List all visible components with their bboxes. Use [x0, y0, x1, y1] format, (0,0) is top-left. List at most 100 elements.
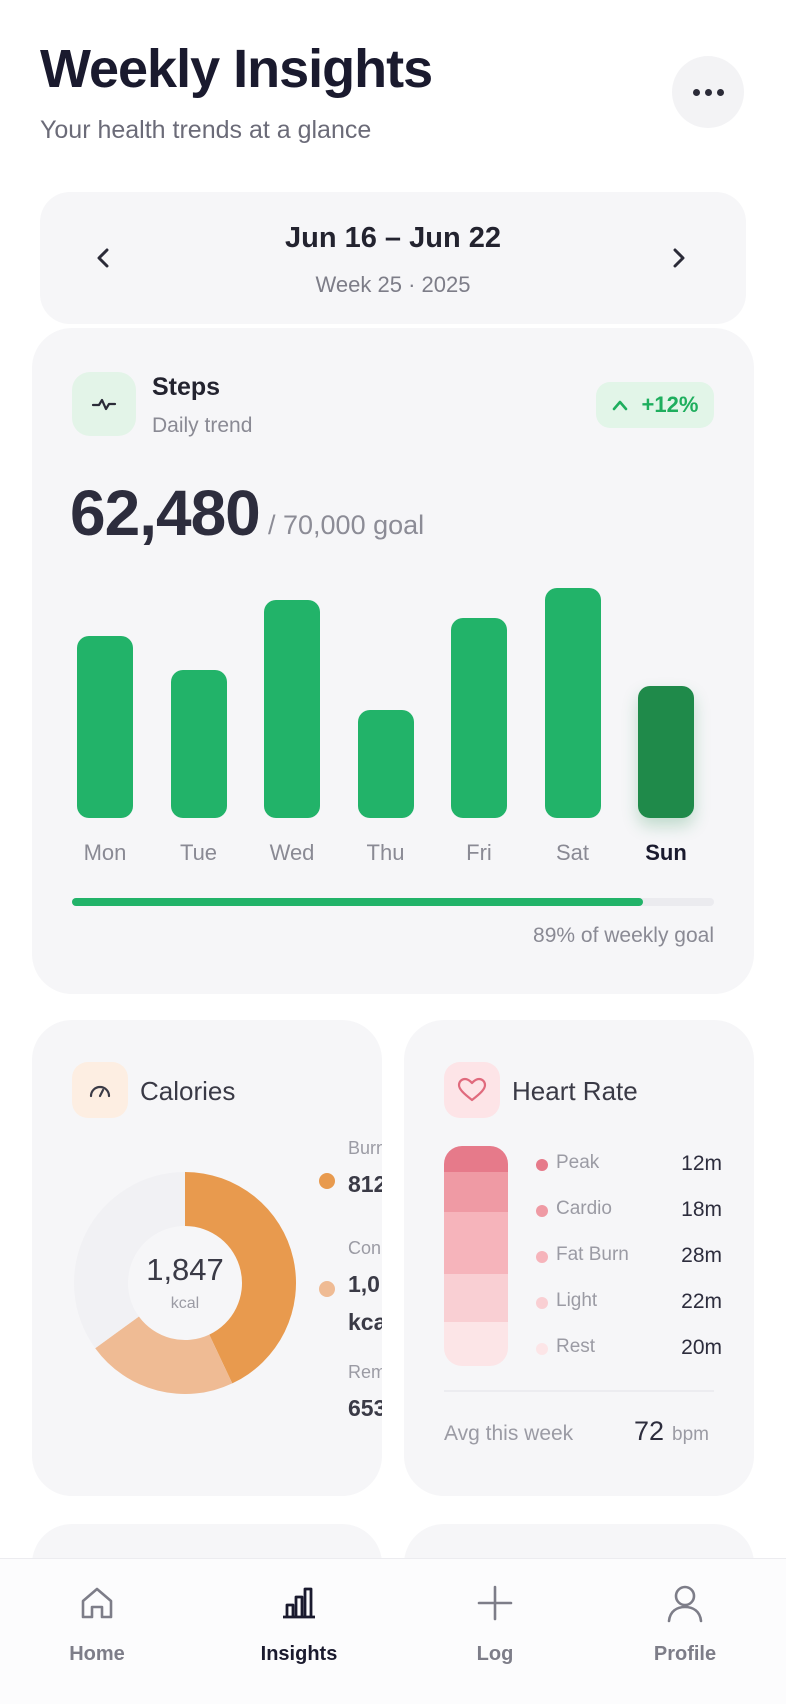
donut-segment — [74, 1172, 185, 1349]
donut-segment — [185, 1172, 296, 1384]
zone-dot — [536, 1251, 548, 1263]
heart-rate-card[interactable]: Heart Rate Peak 12m Cardio 18m Fat Burn 28m Li… — [404, 1020, 754, 1496]
zone-row: Light 22m — [536, 1288, 722, 1318]
day-label-sun: Sun — [645, 840, 687, 865]
divider — [444, 1390, 714, 1392]
zone-dot — [536, 1297, 548, 1309]
legend-value-burn: 812 — [348, 1171, 382, 1197]
zone-row: Rest 20m — [536, 1334, 722, 1364]
tab-label-insights: Insights — [260, 1643, 338, 1665]
zone-time: 18m — [681, 1198, 722, 1221]
person-icon — [667, 1585, 703, 1623]
zone-time: 28m — [681, 1244, 722, 1267]
next-week-button[interactable] — [652, 232, 704, 284]
zone-segment-peak — [444, 1146, 508, 1173]
legend-dot-burn — [319, 1173, 335, 1189]
zone-time: 22m — [681, 1290, 722, 1313]
zone-row: Fat Burn 28m — [536, 1242, 722, 1272]
tab-label-log: Log — [476, 1643, 514, 1665]
page-title: Weekly Insights — [40, 39, 433, 99]
bar-sat[interactable] — [544, 588, 601, 818]
calories-total: 1,847 — [146, 1252, 224, 1287]
week-selector: Jun 16 – Jun 22 Week 25 · 2025 — [40, 192, 746, 324]
home-icon — [81, 1587, 113, 1619]
day-label-sat: Sat — [555, 840, 590, 865]
week-range: Jun 16 – Jun 22 — [285, 222, 501, 254]
zone-segment-light — [444, 1273, 508, 1322]
steps-goal: / 70,000 goal — [268, 510, 425, 540]
avg-heart-rate-unit: bpm — [672, 1424, 709, 1445]
tab-label-home: Home — [69, 1643, 125, 1665]
legend-value-consumed: 1,0 — [348, 1271, 380, 1297]
zone-name: Cardio — [556, 1198, 612, 1219]
day-label-tue: Tue — [179, 840, 218, 865]
calories-title: Calories — [140, 1076, 236, 1106]
avg-label: Avg this week — [444, 1422, 574, 1445]
chevron-left-icon — [97, 248, 109, 268]
tab-label-profile: Profile — [653, 1643, 717, 1665]
trend-up-icon — [612, 400, 627, 411]
tab-insights[interactable]: Insights — [224, 1581, 374, 1677]
calories-unit: kcal — [170, 1295, 200, 1312]
legend-label-consumed: Con — [348, 1238, 382, 1258]
tab-profile[interactable]: Profile — [610, 1581, 760, 1677]
bar-mon[interactable] — [77, 636, 133, 818]
zone-name: Rest — [556, 1336, 596, 1357]
zone-dot — [536, 1159, 548, 1171]
zone-name: Light — [556, 1290, 598, 1311]
day-label-mon: Mon — [83, 840, 127, 865]
zone-row: Cardio 18m — [536, 1196, 722, 1226]
tab-home[interactable]: Home — [22, 1581, 172, 1677]
heart-rate-title: Heart Rate — [512, 1076, 638, 1106]
calories-donut-chart — [74, 1172, 296, 1394]
steps-bar-chart: Mon Tue Wed Thu Fri Sat Sun — [32, 328, 754, 994]
zone-segment-rest — [444, 1321, 508, 1366]
page-subtitle: Your health trends at a glance — [40, 116, 372, 144]
trend-badge: +12% — [596, 382, 714, 428]
goal-progress-fill — [72, 898, 644, 906]
bar-fri[interactable] — [451, 618, 507, 818]
donut-segment — [95, 1316, 233, 1394]
steps-card[interactable]: Steps Daily trend +12% 62,480 / 70,000 g… — [32, 328, 754, 994]
legend-dot-consumed — [319, 1281, 335, 1297]
bar-wed[interactable] — [264, 600, 320, 818]
bar-thu[interactable] — [357, 710, 414, 818]
zone-name: Fat Burn — [556, 1244, 629, 1265]
zone-row: Peak 12m — [536, 1150, 722, 1180]
avg-heart-rate: 72 — [634, 1416, 665, 1446]
legend-label-remaining: Rem — [348, 1362, 382, 1382]
zone-time: 12m — [681, 1152, 722, 1175]
bar-sun[interactable] — [638, 686, 694, 818]
legend-value-consumed-unit: kca — [348, 1309, 382, 1335]
legend-label-burn: Burn — [348, 1138, 382, 1158]
goal-progress-track — [72, 898, 714, 906]
week-number: Week 25 · 2025 — [315, 272, 471, 297]
tab-log[interactable]: Log — [420, 1581, 570, 1677]
chevron-right-icon — [673, 248, 685, 268]
steps-subtitle: Daily trend — [152, 414, 253, 437]
goal-progress-label: 89% of weekly goal — [533, 924, 714, 947]
heart-icon — [444, 1062, 500, 1118]
steps-total: 62,480 — [70, 477, 261, 549]
bar-tue[interactable] — [170, 670, 227, 818]
more-icon — [692, 88, 700, 96]
activity-icon — [72, 372, 136, 436]
day-label-thu: Thu — [366, 840, 405, 865]
zone-dot — [536, 1343, 548, 1355]
zone-segment-cardio — [444, 1172, 508, 1212]
previous-week-button[interactable] — [78, 232, 130, 284]
trend-value: +12% — [641, 392, 699, 417]
plus-icon — [477, 1585, 513, 1621]
zone-dot — [536, 1205, 548, 1217]
zone-name: Peak — [556, 1152, 600, 1173]
calories-card[interactable]: Calories 1,847 kcal Burn 812 Con 1,0 kca… — [32, 1020, 382, 1496]
bottom-tab-bar: Home Insights Log Profile — [0, 1558, 786, 1704]
gauge-icon — [72, 1062, 128, 1118]
day-label-wed: Wed — [269, 840, 315, 865]
more-options-button[interactable] — [672, 56, 744, 128]
steps-title: Steps — [152, 373, 221, 401]
zone-segment-fat-burn — [444, 1211, 508, 1274]
day-label-fri: Fri — [466, 840, 492, 865]
zone-time: 20m — [681, 1336, 722, 1359]
heart-rate-zone-bar — [444, 1146, 508, 1366]
